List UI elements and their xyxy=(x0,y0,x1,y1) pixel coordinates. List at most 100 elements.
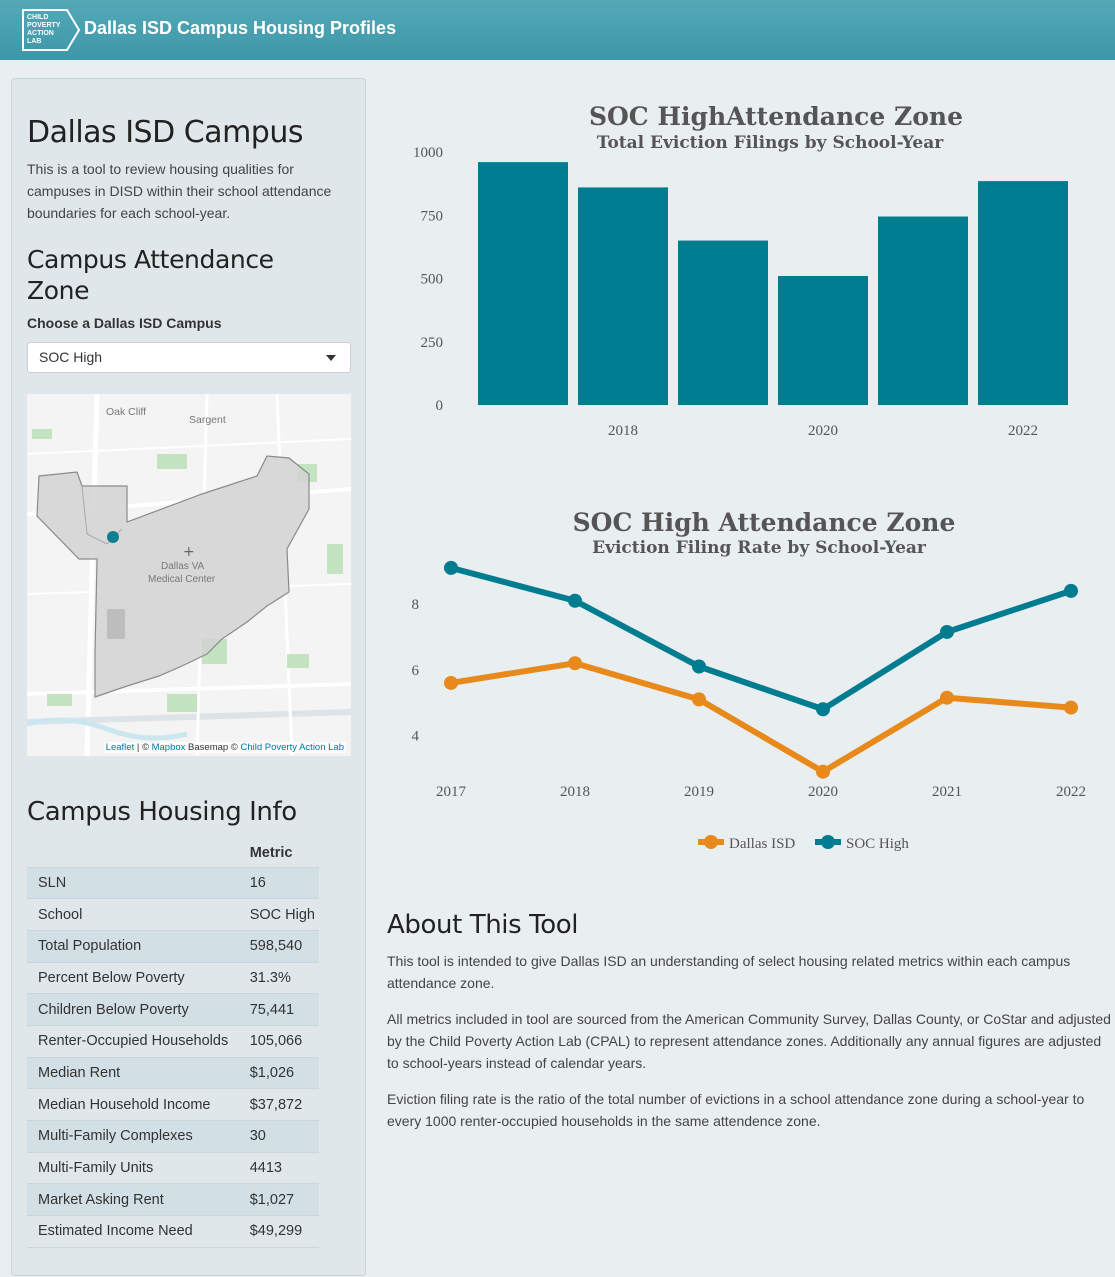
line-x-tick: 2019 xyxy=(684,784,714,800)
series-point-1-2022[interactable] xyxy=(1064,583,1078,598)
about-paragraph-3: Eviction filing rate is the ratio of the… xyxy=(387,1091,1085,1129)
series-point-0-2018[interactable] xyxy=(568,656,582,671)
table-row: Estimated Income Need $49,299 xyxy=(27,1215,319,1248)
table-row: Median Household Income $37,872 xyxy=(27,1088,319,1121)
bar-y-tick: 750 xyxy=(421,208,444,224)
bar-x-tick: 2018 xyxy=(608,423,638,439)
sidebar-panel: Dallas ISD Campus This is a tool to revi… xyxy=(11,78,366,1276)
series-line-0 xyxy=(450,660,1072,775)
leaflet-link[interactable]: Leaflet xyxy=(105,742,135,753)
metric-label: Multi-Family Complexes xyxy=(27,1120,239,1153)
svg-text:POVERTY: POVERTY xyxy=(27,22,61,29)
eviction-rate-line-chart: SOC High Attendance Zone Eviction Filing… xyxy=(412,508,1087,852)
map-label-va-1: Dallas VA xyxy=(161,561,204,572)
series-point-0-2021[interactable] xyxy=(940,690,954,705)
svg-text:LAB: LAB xyxy=(27,38,41,45)
table-row: Total Population 598,540 xyxy=(27,929,319,963)
campus-marker xyxy=(107,531,119,543)
bar-x-tick: 2020 xyxy=(808,423,838,439)
series-point-1-2021[interactable] xyxy=(940,624,954,639)
cpal-link[interactable]: Child Poverty Action Lab xyxy=(240,742,344,753)
bar-2020[interactable] xyxy=(778,275,868,405)
metric-label: Median Household Income xyxy=(27,1088,239,1121)
chevron-down-icon xyxy=(326,355,336,361)
metric-value: 30 xyxy=(238,1120,319,1153)
line-x-tick: 2017 xyxy=(436,784,467,800)
legend-marker-1 xyxy=(821,835,835,849)
series-point-1-2017[interactable] xyxy=(444,560,458,575)
bar-chart-subtitle: Total Eviction Filings by School-Year xyxy=(597,133,945,153)
line-y-tick: 4 xyxy=(412,729,420,745)
map-attribution: Leaflet | © Mapbox Basemap © Child Pover… xyxy=(103,742,346,753)
map-canvas[interactable]: + Oak Cliff Sargent Dallas VA Medical Ce… xyxy=(27,394,351,756)
legend-label-0[interactable]: Dallas ISD xyxy=(729,836,795,852)
series-point-1-2020[interactable] xyxy=(816,702,830,717)
line-x-tick: 2022 xyxy=(1056,784,1086,800)
series-point-1-2019[interactable] xyxy=(692,659,706,674)
about-heading: About This Tool xyxy=(387,910,579,940)
line-chart-plot: 4 6 8 2017 2018 2019 2020 2021 2022 Dallas ISD SOC… xyxy=(412,560,1086,852)
metric-value: $1,026 xyxy=(238,1056,319,1089)
attendance-zone-map[interactable]: + Oak Cliff Sargent Dallas VA Medical Ce… xyxy=(27,394,351,756)
about-section: About This Tool This tool is intended to… xyxy=(387,910,1112,1146)
bar-y-tick: 250 xyxy=(421,335,444,351)
about-paragraph-2: All metrics included in tool are sourced… xyxy=(387,1011,1111,1071)
metric-value: 105,066 xyxy=(238,1024,319,1058)
zone-heading: Campus Attendance Zone xyxy=(27,245,274,305)
bar-chart-plot: 0 250 500 750 1000 2018 2020 2022 xyxy=(413,145,1068,439)
eviction-filings-bar-chart: SOC HighAttendance Zone Total Eviction F… xyxy=(413,102,1068,439)
bar-2021[interactable] xyxy=(878,216,968,405)
plus-icon: + xyxy=(183,544,195,560)
table-row: Multi-Family Complexes 30 xyxy=(27,1120,319,1153)
legend-marker-0 xyxy=(704,835,718,849)
map-label-oak-cliff: Oak Cliff xyxy=(106,406,146,418)
table-row: Children Below Poverty 75,441 xyxy=(27,993,319,1026)
metric-label: School xyxy=(27,898,239,931)
mapbox-link[interactable]: Mapbox xyxy=(151,742,186,753)
series-point-0-2017[interactable] xyxy=(444,675,458,690)
metric-value: 4413 xyxy=(238,1151,319,1184)
table-row: Multi-Family Units 4413 xyxy=(27,1151,319,1184)
table-row: Market Asking Rent $1,027 xyxy=(27,1183,319,1216)
metric-label: Estimated Income Need xyxy=(27,1215,239,1248)
bar-chart-title: SOC HighAttendance Zone xyxy=(589,102,963,131)
series-point-0-2022[interactable] xyxy=(1064,700,1078,715)
bar-y-tick: 0 xyxy=(436,398,444,414)
series-point-0-2020[interactable] xyxy=(816,764,830,779)
metric-label: Multi-Family Units xyxy=(27,1151,239,1184)
line-y-tick: 8 xyxy=(412,597,420,613)
campus-select-label: Choose a Dallas ISD Campus xyxy=(27,315,222,331)
attr-sep: | © xyxy=(134,742,152,753)
table-header-row: Metric xyxy=(27,839,319,867)
metric-value: SOC High xyxy=(238,898,319,931)
cpal-logo[interactable]: CHILD POVERTY ACTION LAB xyxy=(21,8,81,52)
table-row: SLN 16 xyxy=(27,866,319,899)
bar-x-tick: 2022 xyxy=(1008,423,1038,439)
bar-y-tick: 500 xyxy=(421,272,444,288)
bar-2019[interactable] xyxy=(678,240,768,405)
metric-label: Renter-Occupied Households xyxy=(27,1024,239,1058)
bar-2017[interactable] xyxy=(478,162,568,405)
table-row: School SOC High xyxy=(27,898,319,931)
table-header-metric: Metric xyxy=(249,844,293,861)
metric-label: SLN xyxy=(27,866,239,899)
series-point-1-2018[interactable] xyxy=(568,593,582,608)
campus-select[interactable]: SOC High xyxy=(27,342,351,373)
line-x-tick: 2020 xyxy=(808,784,838,800)
bar-2018[interactable] xyxy=(578,187,668,405)
top-navbar: CHILD POVERTY ACTION LAB Dallas ISD Camp… xyxy=(0,0,1115,60)
bar-2022[interactable] xyxy=(978,181,1068,405)
line-y-tick: 6 xyxy=(412,663,420,679)
housing-info-heading: Campus Housing Info xyxy=(27,797,297,827)
table-row: Percent Below Poverty 31.3% xyxy=(27,961,319,994)
legend-label-1[interactable]: SOC High xyxy=(846,836,909,852)
svg-text:ACTION: ACTION xyxy=(27,30,54,37)
bar-y-tick: 1000 xyxy=(413,145,443,161)
metric-value: 16 xyxy=(238,866,319,899)
line-chart-title: SOC High Attendance Zone xyxy=(573,508,956,537)
line-x-tick: 2018 xyxy=(560,784,590,800)
metric-value: 75,441 xyxy=(238,993,319,1026)
series-point-0-2019[interactable] xyxy=(692,692,706,707)
metric-label: Median Rent xyxy=(27,1056,239,1089)
table-row: Renter-Occupied Households 105,066 xyxy=(27,1024,319,1058)
